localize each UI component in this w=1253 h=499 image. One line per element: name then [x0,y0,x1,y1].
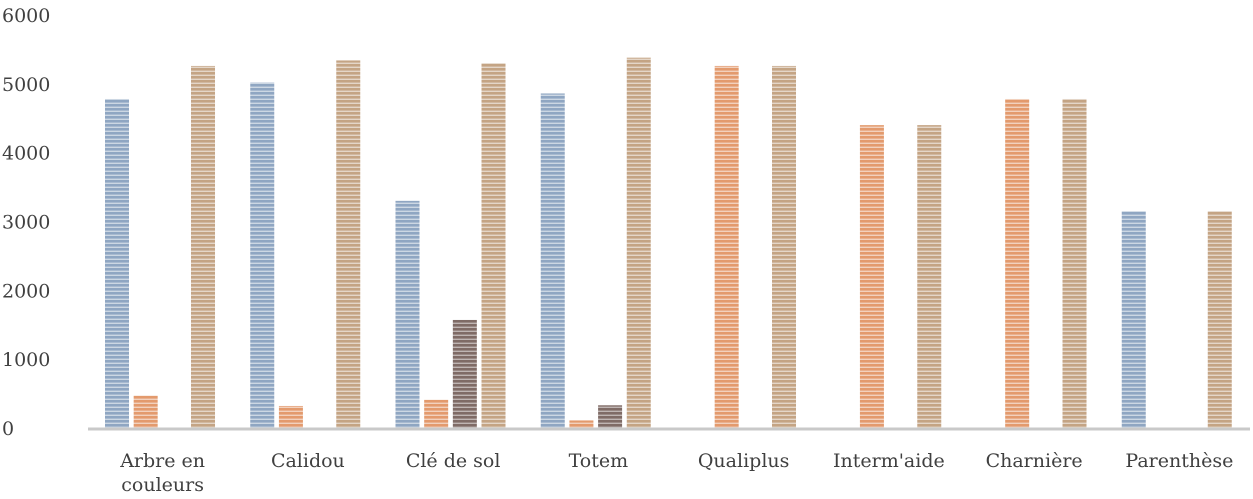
bar [105,98,129,428]
x-category-label-line: Charnière [986,450,1083,472]
x-axis-category-labels: Arbre en couleurs Calidou Clé de sol Totem Qu… [119,450,1233,496]
bar [424,399,449,428]
bar [481,63,506,428]
bar [714,65,739,428]
bar [598,405,623,428]
x-category-label-line: Arbre en [119,450,205,472]
bar [133,395,158,428]
x-category-label-line: Interm'aide [833,450,945,472]
y-tick-label: 4000 [2,143,50,165]
bar [1121,211,1146,428]
bar [1005,98,1030,428]
bar [569,420,594,428]
x-category-label: Arbre en couleurs [119,450,205,496]
bar [626,57,651,428]
y-tick-label: 1000 [2,349,50,371]
bar [1207,211,1232,428]
x-category-label: Parenthèse [1125,450,1233,472]
bar [278,405,303,428]
y-tick-label: 3000 [2,212,50,234]
y-tick-label: 0 [2,418,14,440]
x-category-label: Interm'aide [833,450,945,472]
bar [191,65,216,428]
bar [336,60,361,429]
bar [540,93,565,428]
bar [395,200,420,428]
bar [452,319,477,428]
y-tick-label: 6000 [2,5,50,27]
x-category-label-line: couleurs [121,474,204,496]
x-category-label-line: Clé de sol [406,450,501,472]
bar [917,125,942,428]
x-category-label: Charnière [986,450,1083,472]
y-tick-label: 5000 [2,74,50,96]
y-axis-tick-labels: 0 1000 2000 3000 4000 5000 6000 [2,5,50,440]
x-category-label-line: Calidou [271,450,345,472]
x-category-label-line: Qualiplus [698,450,790,472]
x-category-label: Totem [569,450,629,472]
bar [1062,98,1087,428]
x-category-label: Qualiplus [698,450,790,472]
y-tick-label: 2000 [2,280,50,302]
x-category-label: Calidou [271,450,345,472]
bar [859,125,884,428]
bar [250,82,275,428]
x-category-label: Clé de sol [406,450,501,472]
bars [105,57,1232,429]
bar [772,65,797,428]
x-category-label-line: Parenthèse [1125,450,1233,472]
x-category-label-line: Totem [569,450,629,472]
